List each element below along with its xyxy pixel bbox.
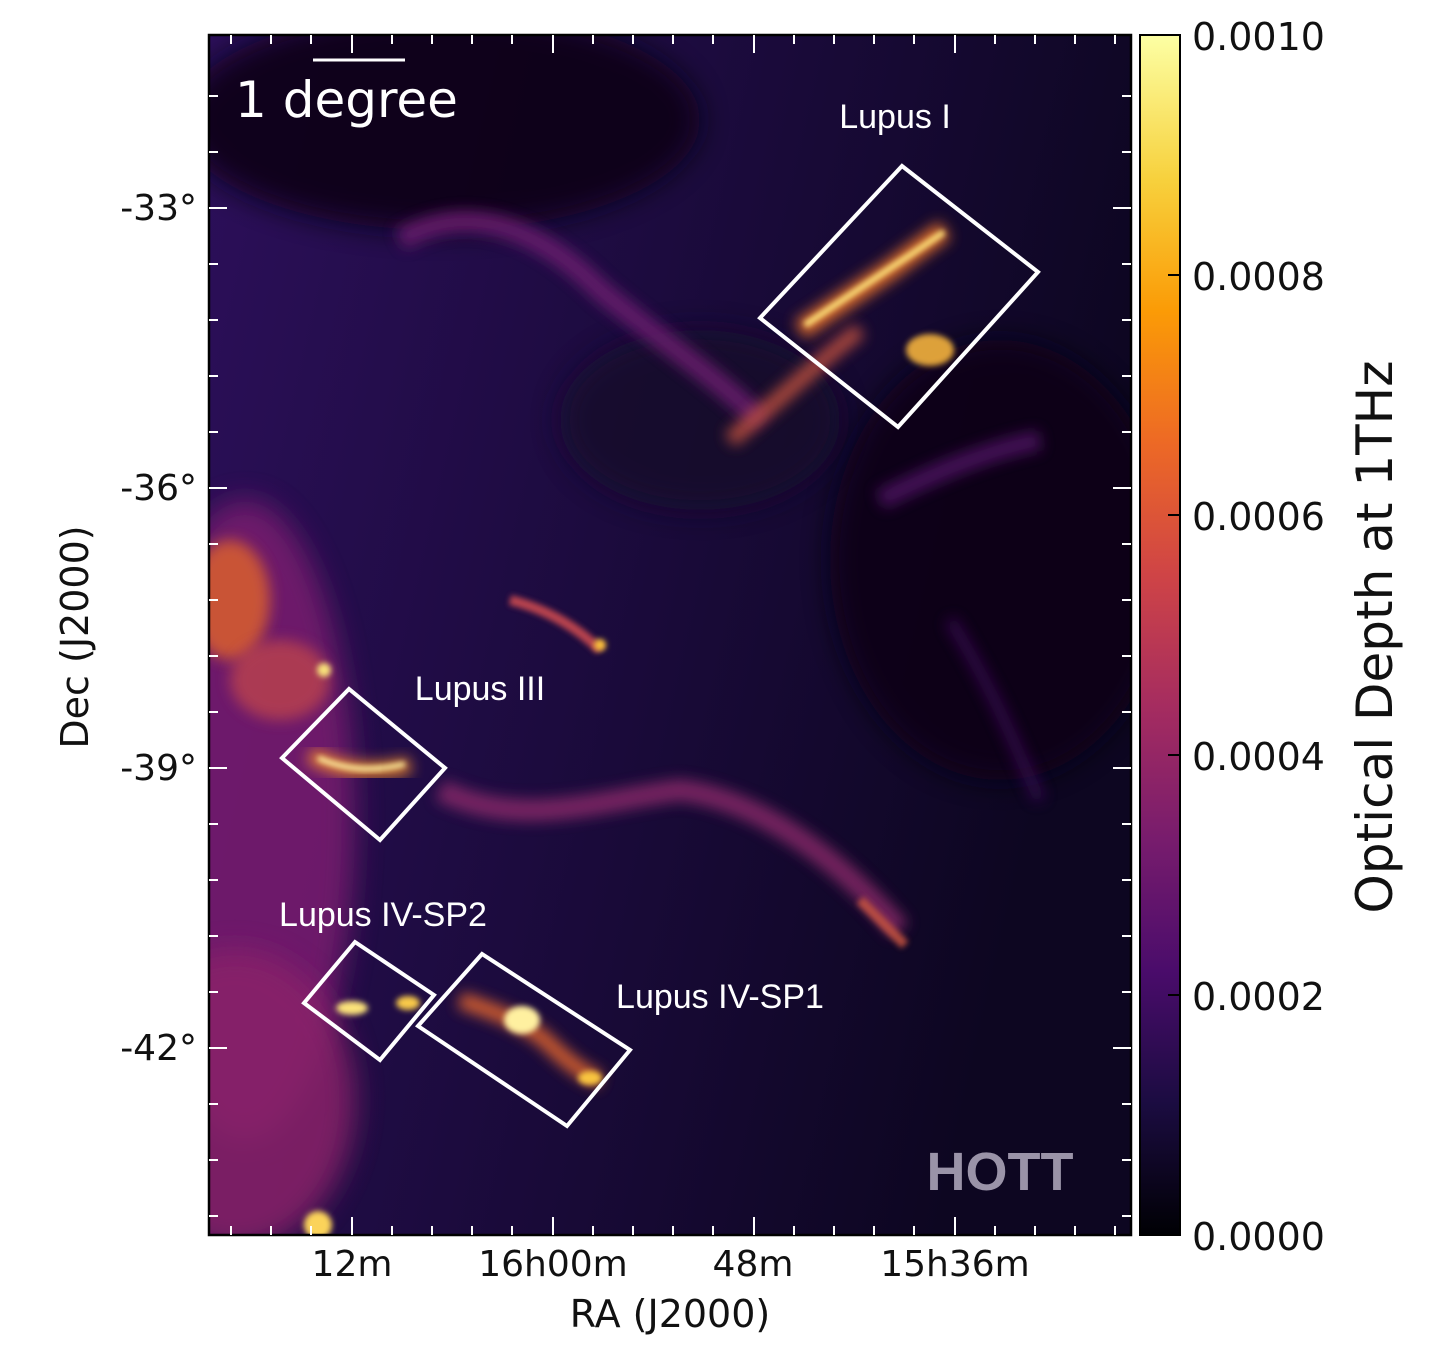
colorbar-tick-label: 0.0008 bbox=[1192, 255, 1325, 299]
colorbar-tick-label: 0.0004 bbox=[1192, 735, 1325, 779]
colorbar-tick-label: 0.0000 bbox=[1192, 1215, 1325, 1259]
axis-ticks bbox=[209, 35, 1131, 1235]
colorbar-tick-label: 0.0010 bbox=[1192, 15, 1325, 59]
scale-bar-label: 1 degree bbox=[235, 71, 458, 129]
x-tick-label: 15h36m bbox=[880, 1244, 1030, 1285]
colorbar-tick-label: 0.0006 bbox=[1192, 495, 1325, 539]
region-label-lupus-iii: Lupus III bbox=[415, 670, 545, 708]
x-tick-label: 16h00m bbox=[478, 1244, 628, 1285]
lupus-iv-sp1-box bbox=[414, 951, 633, 1129]
optical-depth-map bbox=[209, 35, 1131, 1235]
x-tick-label: 48m bbox=[713, 1244, 794, 1285]
region-label-lupus-i: Lupus I bbox=[839, 98, 951, 136]
hott-watermark: HOTT bbox=[927, 1142, 1074, 1202]
y-tick-label: -33° bbox=[120, 188, 197, 229]
lupus-i-box bbox=[757, 163, 1041, 430]
plot-frame bbox=[207, 33, 1133, 1237]
colorbar-label: Optical Depth at 1THz bbox=[1346, 360, 1404, 913]
x-tick-label: 12m bbox=[312, 1244, 393, 1285]
lupus-iii-box bbox=[279, 686, 448, 843]
colorbar bbox=[1139, 34, 1181, 1236]
y-tick-label: -39° bbox=[120, 748, 197, 789]
region-label-lupus-iv-sp2: Lupus IV-SP2 bbox=[279, 896, 487, 934]
lupus-iv-sp2-box bbox=[301, 939, 437, 1063]
y-tick-label: -42° bbox=[120, 1028, 197, 1069]
x-axis-label: RA (J2000) bbox=[570, 1292, 771, 1336]
region-label-lupus-iv-sp1: Lupus IV-SP1 bbox=[616, 978, 824, 1016]
y-axis-label: Dec (J2000) bbox=[53, 525, 97, 748]
colorbar-ticks bbox=[1168, 34, 1180, 1236]
colorbar-tick-label: 0.0002 bbox=[1192, 975, 1325, 1019]
y-tick-label: -36° bbox=[120, 468, 197, 509]
